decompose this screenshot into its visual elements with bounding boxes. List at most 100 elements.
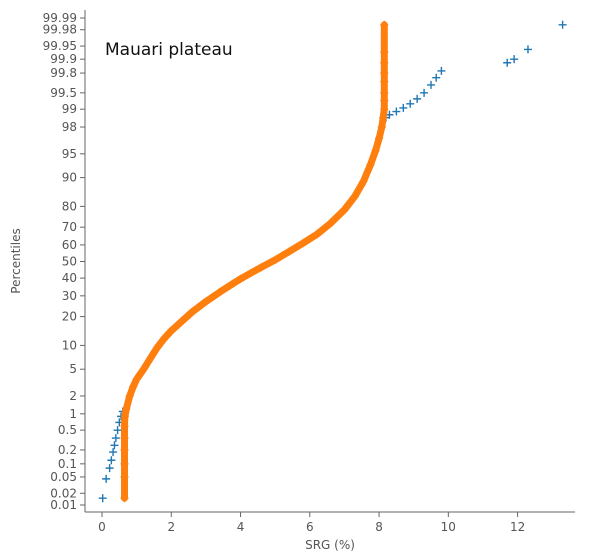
data-marks	[98, 20, 567, 503]
y-tick-label: 90	[62, 171, 77, 185]
data-point	[110, 441, 119, 450]
data-point	[366, 160, 375, 169]
data-point	[380, 105, 389, 114]
x-tick-label: 8	[375, 520, 383, 534]
data-point	[392, 107, 401, 116]
data-point	[236, 274, 245, 283]
data-point	[375, 134, 384, 143]
data-point	[380, 58, 389, 67]
data-point	[111, 434, 120, 443]
data-point	[399, 103, 408, 112]
series-1	[98, 20, 567, 503]
data-point	[271, 255, 280, 264]
y-tick-label: 99.98	[43, 23, 77, 37]
y-tick-label: 5	[69, 362, 77, 376]
y-tick-label: 99.95	[43, 39, 77, 53]
y-tick-label: 0.05	[50, 470, 77, 484]
data-point	[246, 269, 255, 278]
data-point	[113, 426, 122, 435]
y-tick-label: 99.5	[50, 86, 77, 100]
y-ticks: 0.010.02 0.050.10.2 0.5 1 2 5 10 20 30 40 50 60 70 80…	[43, 11, 85, 512]
y-tick-label: 0.1	[58, 457, 77, 471]
y-tick-label: 0.01	[50, 498, 77, 512]
data-point	[380, 77, 389, 86]
data-point	[432, 73, 441, 82]
axes	[84, 10, 575, 513]
y-tick-label: 99	[62, 102, 77, 116]
data-point	[340, 205, 349, 214]
data-point	[153, 343, 162, 352]
data-point	[188, 308, 197, 317]
x-tick-label: 10	[441, 520, 456, 534]
data-point	[380, 20, 389, 29]
data-point	[215, 288, 224, 297]
data-point	[120, 494, 129, 503]
y-tick-label: 0.2	[58, 443, 77, 457]
x-tick-label: 4	[237, 520, 245, 534]
data-point	[298, 239, 307, 248]
y-tick-label: 40	[62, 271, 77, 285]
x-tick-label: 6	[306, 520, 314, 534]
data-point	[326, 219, 335, 228]
data-point	[523, 45, 532, 54]
data-point	[377, 123, 386, 132]
data-point	[129, 382, 138, 391]
data-point	[503, 58, 512, 67]
data-point	[120, 459, 129, 468]
data-point	[257, 263, 266, 272]
y-tick-label: 30	[62, 289, 77, 303]
data-point	[177, 317, 186, 326]
y-tick-label: 50	[62, 255, 77, 269]
data-point	[380, 96, 389, 105]
data-point	[558, 20, 567, 29]
y-tick-label: 99.9	[50, 52, 77, 66]
data-point	[420, 88, 429, 97]
data-point	[201, 297, 210, 306]
y-tick-label: 0.5	[58, 423, 77, 437]
data-point	[120, 421, 129, 430]
data-point	[413, 94, 422, 103]
data-point	[371, 146, 380, 155]
data-point	[107, 456, 116, 465]
series-2	[120, 20, 389, 503]
data-point	[105, 464, 114, 473]
data-point	[98, 494, 107, 503]
data-point	[427, 80, 436, 89]
data-point	[125, 391, 134, 400]
data-point	[146, 354, 155, 363]
y-tick-label: 1	[69, 407, 77, 421]
y-tick-label: 20	[62, 310, 77, 324]
data-point	[380, 48, 389, 57]
y-tick-label: 98	[62, 120, 77, 134]
data-point	[120, 472, 129, 481]
x-tick-label: 2	[167, 520, 175, 534]
y-tick-label: 70	[62, 220, 77, 234]
data-point	[285, 247, 294, 256]
y-tick-label: 80	[62, 199, 77, 213]
y-tick-label: 99.99	[43, 11, 77, 25]
data-point	[379, 113, 388, 122]
y-tick-label: 99.8	[50, 66, 77, 80]
x-tick-label: 0	[98, 520, 106, 534]
x-axis-title: SRG (%)	[305, 538, 355, 552]
data-point	[350, 192, 359, 201]
y-tick-label: 10	[62, 338, 77, 352]
data-point	[132, 375, 141, 384]
chart-annotation: Mauari plateau	[105, 40, 233, 60]
data-point	[167, 326, 176, 335]
series-trail	[121, 21, 388, 502]
data-point	[406, 99, 415, 108]
x-ticks: 0 2 4 6 8 10 12	[98, 512, 525, 534]
data-point	[380, 69, 389, 78]
y-tick-label: 2	[69, 389, 77, 403]
data-point	[229, 279, 238, 288]
data-point	[102, 474, 111, 483]
data-point	[122, 405, 131, 414]
data-point	[139, 365, 148, 374]
y-axis-title: Percentiles	[9, 228, 23, 293]
data-point	[437, 66, 446, 75]
data-point	[380, 88, 389, 97]
data-point	[109, 448, 118, 457]
